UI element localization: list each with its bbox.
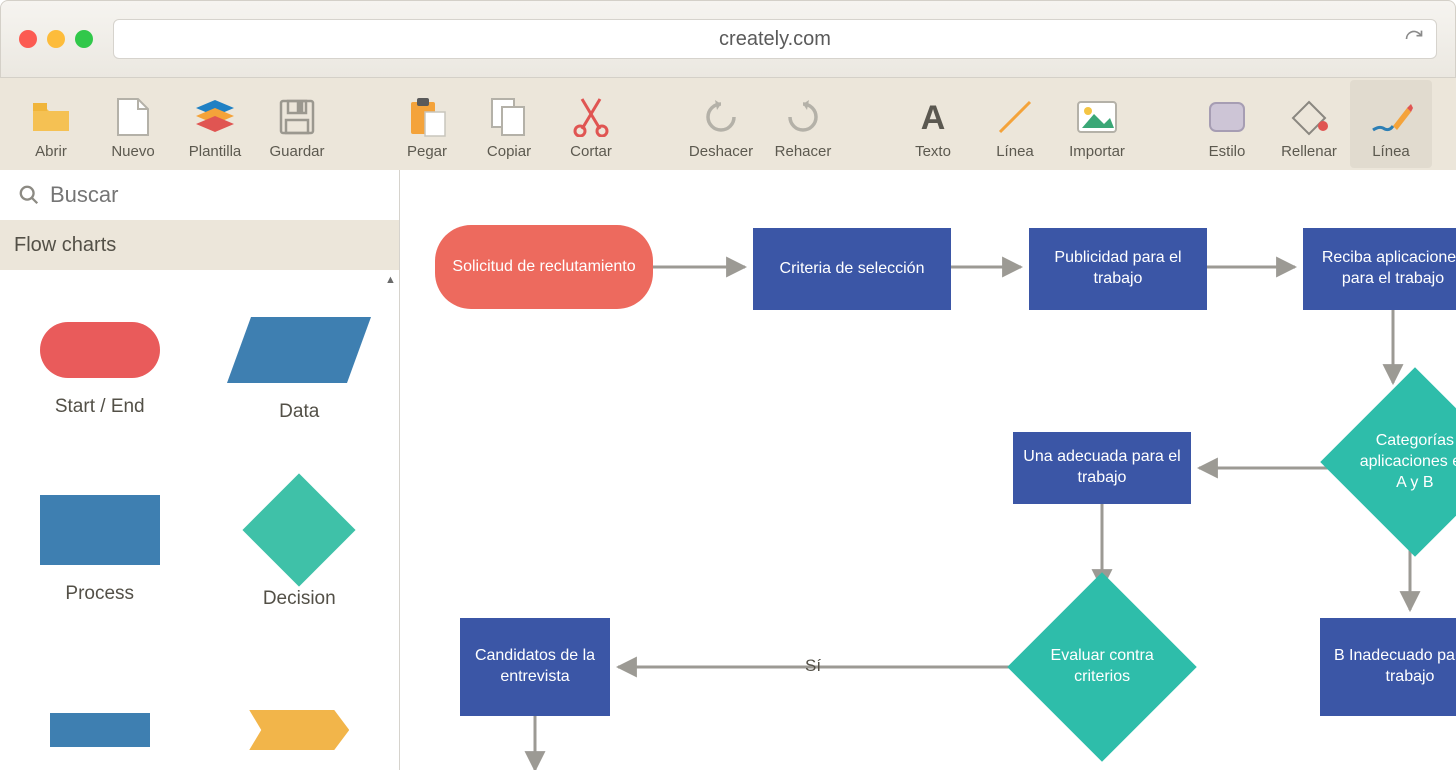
toolbar-label: Abrir (35, 143, 67, 160)
search-icon (18, 184, 40, 206)
canvas[interactable]: Solicitud de reclutamiento Criteria de se… (400, 170, 1456, 770)
toolbar-label: Cortar (570, 143, 612, 160)
edge-label: Sí (805, 656, 821, 676)
node-n1[interactable]: Solicitud de reclutamiento (435, 225, 653, 309)
toolbar-fill[interactable]: Rellenar (1268, 80, 1350, 168)
save-icon (278, 95, 316, 139)
cut-icon (572, 95, 610, 139)
node-text: Reciba aplicaciones para el trabajo (1311, 248, 1456, 290)
new-doc-icon (116, 95, 150, 139)
toolbar-undo[interactable]: Deshacer (680, 80, 762, 168)
folder-icon (31, 95, 71, 139)
minimize-window[interactable] (47, 30, 65, 48)
copy-icon (490, 95, 528, 139)
toolbar-label: Nuevo (111, 143, 154, 160)
toolbar-label: Deshacer (689, 143, 753, 160)
node-text: Evaluar contra criterios (1043, 646, 1161, 688)
toolbar-line[interactable]: Línea (974, 80, 1056, 168)
toolbar-label: Plantilla (189, 143, 242, 160)
line-icon (996, 95, 1034, 139)
palette-terminator[interactable]: Start / End (0, 280, 200, 460)
shape-icon (40, 322, 160, 378)
toolbar-folder[interactable]: Abrir (10, 80, 92, 168)
toolbar-new-doc[interactable]: Nuevo (92, 80, 174, 168)
palette-tag[interactable] (200, 640, 400, 770)
toolbar-text[interactable]: A Texto (892, 80, 974, 168)
node-n8[interactable]: Candidatos de la entrevista (460, 618, 610, 716)
toolbar-label: Línea (1372, 143, 1410, 160)
node-n5[interactable]: Categorías aplicaciones en A y B (1320, 367, 1456, 557)
node-text: Una adecuada para el trabajo (1021, 447, 1183, 489)
palette-parallelogram[interactable]: Data (200, 280, 400, 460)
style-icon (1207, 95, 1247, 139)
shape-icon (249, 710, 349, 750)
palette-rect-small[interactable] (0, 640, 200, 770)
node-text: Publicidad para el trabajo (1037, 248, 1199, 290)
toolbar-cut[interactable]: Cortar (550, 80, 632, 168)
shape-palette: ▲ Start / End Data Process Decision (0, 270, 399, 770)
shape-label: Decision (263, 588, 336, 610)
scroll-up-icon[interactable]: ▲ (385, 274, 395, 284)
toolbar-label: Línea (996, 143, 1034, 160)
shape-label: Start / End (55, 396, 145, 418)
node-text: B Inadecuado para el trabajo (1328, 646, 1456, 688)
toolbar-label: Rellenar (1281, 143, 1337, 160)
node-text: Criteria de selección (780, 259, 925, 280)
undo-icon (702, 95, 740, 139)
fill-icon (1289, 95, 1329, 139)
shape-icon (239, 317, 359, 383)
toolbar-save[interactable]: Guardar (256, 80, 338, 168)
shape-icon (50, 713, 150, 747)
shape-label: Data (279, 401, 319, 423)
toolbar-paste[interactable]: Pegar (386, 80, 468, 168)
toolbar-label: Importar (1069, 143, 1125, 160)
reload-icon[interactable] (1404, 29, 1424, 49)
toolbar-label: Guardar (269, 143, 324, 160)
palette-rect[interactable]: Process (0, 460, 200, 640)
toolbar-label: Pegar (407, 143, 447, 160)
toolbar-redo[interactable]: Rehacer (762, 80, 844, 168)
text-icon: A (917, 95, 949, 139)
toolbar-label: Rehacer (775, 143, 832, 160)
maximize-window[interactable] (75, 30, 93, 48)
node-n6[interactable]: Una adecuada para el trabajo (1013, 432, 1191, 504)
node-text: Categorías aplicaciones en A y B (1356, 431, 1456, 493)
shape-label: Process (65, 583, 134, 605)
sidebar: Flow charts ▲ Start / End Data Process Deci… (0, 170, 400, 770)
url-text: creately.com (719, 28, 831, 51)
node-text: Candidatos de la entrevista (468, 646, 602, 688)
toolbar-pencil[interactable]: Línea (1350, 80, 1432, 168)
shape-icon (40, 495, 160, 565)
toolbar-import[interactable]: Importar (1056, 80, 1138, 168)
shape-icon (259, 490, 339, 570)
toolbar-label: Copiar (487, 143, 531, 160)
toolbar-label: Estilo (1209, 143, 1246, 160)
redo-icon (784, 95, 822, 139)
node-n4[interactable]: Reciba aplicaciones para el trabajo (1303, 228, 1456, 310)
node-text: Solicitud de reclutamiento (452, 257, 635, 278)
palette-diamond[interactable]: Decision (200, 460, 400, 640)
node-n7[interactable]: Evaluar contra criterios (1007, 572, 1197, 762)
node-n9[interactable]: B Inadecuado para el trabajo (1320, 618, 1456, 716)
svg-text:A: A (921, 99, 946, 135)
toolbar-label: Texto (915, 143, 951, 160)
toolbar: Abrir Nuevo Plantilla Guardar Pegar Copiar Cor… (0, 78, 1456, 170)
paste-icon (407, 95, 447, 139)
traffic-lights (19, 30, 93, 48)
node-n2[interactable]: Criteria de selección (753, 228, 951, 310)
toolbar-style[interactable]: Estilo (1186, 80, 1268, 168)
category-header[interactable]: Flow charts (0, 220, 399, 270)
browser-chrome: creately.com (0, 0, 1456, 78)
templates-icon (194, 95, 236, 139)
url-bar[interactable]: creately.com (113, 19, 1437, 59)
search-input[interactable] (50, 182, 381, 208)
toolbar-templates[interactable]: Plantilla (174, 80, 256, 168)
node-n3[interactable]: Publicidad para el trabajo (1029, 228, 1207, 310)
pencil-icon (1369, 95, 1413, 139)
close-window[interactable] (19, 30, 37, 48)
toolbar-copy[interactable]: Copiar (468, 80, 550, 168)
search-bar (0, 170, 399, 220)
import-icon (1076, 95, 1118, 139)
